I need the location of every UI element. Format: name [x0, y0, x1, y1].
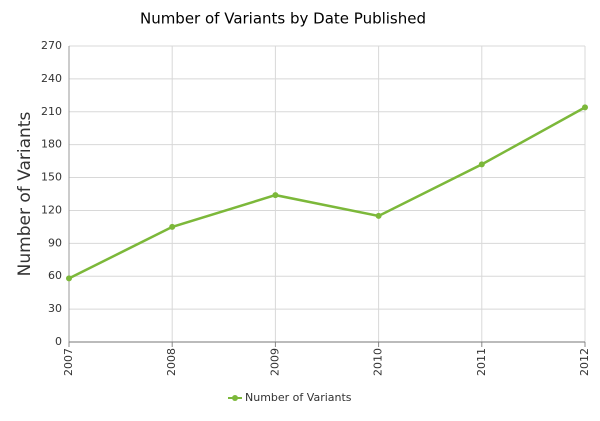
- data-point: [375, 212, 382, 219]
- data-line: [68, 106, 586, 280]
- x-tick-label: 2009: [268, 348, 281, 376]
- y-axis-title: Number of Variants: [15, 112, 35, 277]
- y-tick-label: 210: [41, 105, 62, 118]
- x-tick-label: 2011: [475, 348, 488, 376]
- legend-marker: [232, 395, 238, 401]
- y-tick-label: 270: [41, 39, 62, 52]
- x-tick-label: 2010: [372, 348, 385, 376]
- y-tick-label: 90: [48, 236, 62, 249]
- y-tick-label: 180: [41, 138, 62, 151]
- legend-label: Number of Variants: [245, 391, 352, 404]
- data-point: [582, 104, 588, 111]
- y-tick-label: 150: [41, 171, 62, 184]
- data-point: [272, 192, 279, 199]
- y-tick-label: 240: [41, 72, 62, 85]
- x-tick-label: 2012: [578, 348, 591, 376]
- x-tick-label: 2008: [165, 348, 178, 376]
- data-point: [66, 275, 72, 282]
- data-point: [169, 223, 176, 230]
- data-point: [478, 161, 485, 168]
- y-tick-label: 120: [41, 203, 62, 216]
- x-tick-label: 2007: [62, 348, 75, 376]
- chart-title: Number of Variants by Date Published: [140, 10, 426, 28]
- y-tick-label: 60: [48, 269, 62, 282]
- y-tick-label: 0: [55, 335, 62, 348]
- y-tick-label: 30: [48, 302, 62, 315]
